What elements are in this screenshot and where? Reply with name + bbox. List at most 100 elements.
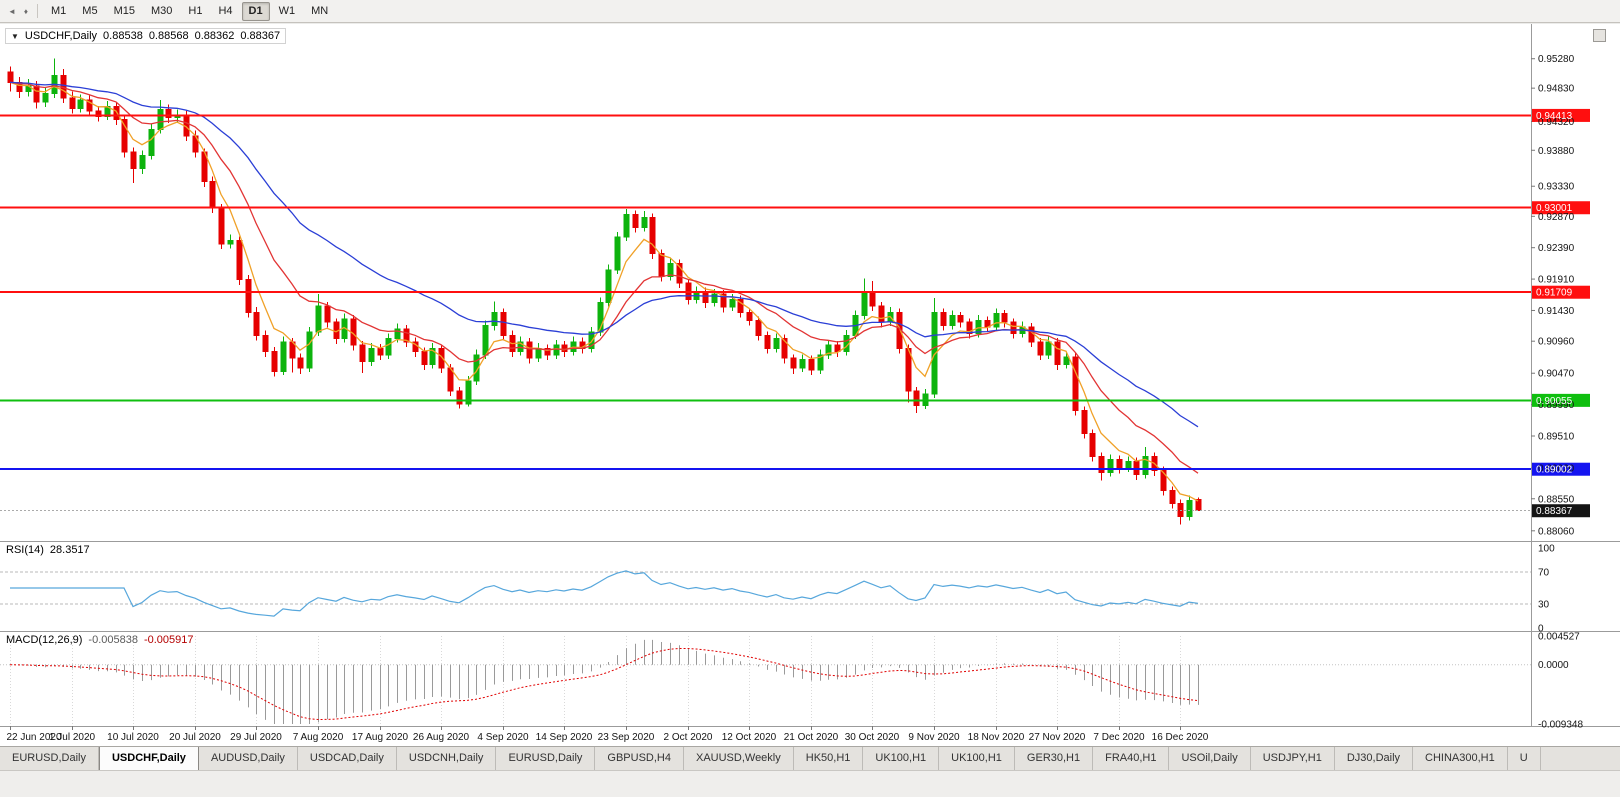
svg-text:0.94320: 0.94320 (1538, 117, 1575, 128)
svg-text:0.93330: 0.93330 (1538, 182, 1575, 193)
svg-text:9 Nov 2020: 9 Nov 2020 (908, 732, 960, 743)
chart-tab-china300-h1[interactable]: CHINA300,H1 (1413, 747, 1508, 770)
grid-layer (0, 571, 1531, 724)
svg-text:0.0000: 0.0000 (1538, 660, 1569, 671)
candles-layer (7, 58, 1202, 525)
ma-slow-line (9, 81, 1199, 428)
svg-text:0: 0 (1538, 624, 1544, 635)
toolbar-separator (37, 4, 39, 18)
timeframe-button-m15[interactable]: M15 (113, 4, 135, 17)
svg-text:0.91430: 0.91430 (1538, 306, 1575, 317)
svg-text:30: 30 (1538, 600, 1550, 611)
svg-text:0.88367: 0.88367 (1536, 506, 1573, 517)
svg-text:0.94830: 0.94830 (1538, 84, 1575, 95)
svg-text:12 Oct 2020: 12 Oct 2020 (722, 732, 777, 743)
svg-text:0.91709: 0.91709 (1536, 288, 1573, 299)
price-tags-layer (1532, 108, 1590, 518)
svg-text:18 Nov 2020: 18 Nov 2020 (968, 732, 1025, 743)
chart-tab-eurusd-daily[interactable]: EURUSD,Daily (496, 747, 596, 770)
status-bar (0, 770, 1620, 797)
timeframe-button-mn[interactable]: MN (311, 4, 329, 17)
chart-corner-button[interactable] (1593, 29, 1606, 42)
chart-tab-usdchf-daily[interactable]: USDCHF,Daily (98, 747, 199, 770)
chart-tab-uk100-h1[interactable]: UK100,H1 (863, 747, 940, 770)
chart-symbol-label: USDCHF,Daily (24, 30, 98, 42)
ma-mid-line (9, 81, 1199, 474)
chart-header: ▼ USDCHF,Daily 0.88538 0.88568 0.88362 0… (5, 28, 287, 44)
timeframe-button-m30[interactable]: M30 (150, 4, 173, 17)
svg-text:0.93880: 0.93880 (1538, 146, 1575, 157)
svg-text:0.92390: 0.92390 (1538, 243, 1575, 254)
hlines-layer[interactable] (0, 114, 1531, 512)
timeframe-button-m1[interactable]: M1 (51, 4, 67, 17)
svg-text:0.90470: 0.90470 (1538, 369, 1575, 380)
chart-tab-ger30-h1[interactable]: GER30,H1 (1014, 747, 1094, 770)
ohlc-close: 0.88367 (240, 30, 281, 42)
marker-icon[interactable]: ♦ (23, 6, 29, 16)
rsi-indicator-label: RSI(14) 28.3517 (6, 544, 90, 556)
chart-tab-xauusd-weekly[interactable]: XAUUSD,Weekly (683, 747, 794, 770)
svg-text:0.94413: 0.94413 (1536, 111, 1573, 122)
timeframe-button-h4[interactable]: H4 (218, 4, 233, 17)
timeframe-buttons-group: M1 M5 M15 M30 H1 H4 D1 W1 MN (43, 1, 336, 21)
chart-tab-hk50-h1[interactable]: HK50,H1 (793, 747, 864, 770)
chart-tabs-bar: EURUSD,Daily USDCHF,Daily AUDUSD,Daily USDC… (0, 746, 1620, 770)
svg-text:1 Jul 2020: 1 Jul 2020 (49, 732, 96, 743)
chart-tab-audusd-daily[interactable]: AUDUSD,Daily (198, 747, 298, 770)
svg-text:0.91910: 0.91910 (1538, 275, 1575, 286)
chart-window: 0.95280 0.94830 0.94320 0.93880 0.93330 0.928… (0, 24, 1620, 746)
macd-name: MACD(12,26,9) (6, 634, 83, 646)
chart-tab-usdjpy-h1[interactable]: USDJPY,H1 (1250, 747, 1335, 770)
svg-text:29 Jul 2020: 29 Jul 2020 (230, 732, 282, 743)
timeframe-button-d1[interactable]: D1 (241, 1, 270, 21)
svg-text:7 Dec 2020: 7 Dec 2020 (1093, 732, 1145, 743)
svg-text:2 Oct 2020: 2 Oct 2020 (664, 732, 713, 743)
svg-text:27 Nov 2020: 27 Nov 2020 (1029, 732, 1086, 743)
timeframe-button-h1[interactable]: H1 (188, 4, 203, 17)
chart-tab-uk100-h1[interactable]: UK100,H1 (939, 747, 1015, 770)
svg-text:22 Jun 2020: 22 Jun 2020 (6, 732, 61, 743)
svg-text:0.90960: 0.90960 (1538, 337, 1575, 348)
svg-text:0.88060: 0.88060 (1538, 526, 1575, 537)
timeframe-button-w1[interactable]: W1 (278, 4, 296, 17)
svg-text:0.93001: 0.93001 (1536, 203, 1573, 214)
chart-tab-fra40-h1[interactable]: FRA40,H1 (1093, 747, 1170, 770)
svg-text:4 Sep 2020: 4 Sep 2020 (477, 732, 529, 743)
chart-tab-u[interactable]: U (1507, 747, 1541, 770)
rsi-name: RSI(14) (6, 544, 44, 556)
collapse-arrow-icon[interactable]: ▼ (11, 31, 19, 41)
chart-tab-usdcad-daily[interactable]: USDCAD,Daily (297, 747, 397, 770)
chart-canvas[interactable]: 0.95280 0.94830 0.94320 0.93880 0.93330 0.928… (0, 24, 1620, 746)
svg-text:100: 100 (1538, 544, 1555, 555)
timeframe-button-m5[interactable]: M5 (82, 4, 98, 17)
macd-main-value: -0.005838 (88, 634, 138, 646)
svg-text:0.89002: 0.89002 (1536, 465, 1573, 476)
axis-labels-layer (10, 58, 1535, 730)
svg-text:0.90055: 0.90055 (1536, 396, 1573, 407)
chart-tab-eurusd-daily[interactable]: EURUSD,Daily (0, 747, 99, 770)
svg-text:30 Oct 2020: 30 Oct 2020 (845, 732, 900, 743)
svg-text:7 Aug 2020: 7 Aug 2020 (293, 732, 344, 743)
scroll-left-icon[interactable]: ◄ (8, 6, 16, 16)
svg-text:10 Jul 2020: 10 Jul 2020 (107, 732, 159, 743)
svg-text:14 Sep 2020: 14 Sep 2020 (536, 732, 593, 743)
svg-text:17 Aug 2020: 17 Aug 2020 (352, 732, 409, 743)
svg-text:0.92870: 0.92870 (1538, 212, 1575, 223)
svg-text:0.004527: 0.004527 (1538, 632, 1580, 643)
macd-signal-value: -0.005917 (143, 634, 194, 646)
ohlc-open: 0.88538 (103, 30, 143, 42)
ohlc-high: 0.88568 (148, 30, 189, 42)
svg-text:-0.009348: -0.009348 (1538, 720, 1583, 731)
macd-signal-line (9, 648, 1199, 721)
svg-text:0.95280: 0.95280 (1538, 54, 1575, 65)
svg-text:23 Sep 2020: 23 Sep 2020 (598, 732, 655, 743)
chart-tab-gbpusd-h4[interactable]: GBPUSD,H4 (595, 747, 684, 770)
svg-text:0.89510: 0.89510 (1538, 432, 1575, 443)
chart-tab-usoil-daily[interactable]: USOil,Daily (1169, 747, 1251, 770)
timeframe-toolbar: ◄ ♦ M1 M5 M15 M30 H1 H4 D1 W1 MN (0, 0, 1620, 23)
svg-text:0.89020: 0.89020 (1538, 464, 1575, 475)
chart-tab-dj30-daily[interactable]: DJ30,Daily (1334, 747, 1414, 770)
ohlc-low: 0.88362 (194, 30, 235, 42)
chart-tab-usdcnh-daily[interactable]: USDCNH,Daily (396, 747, 497, 770)
svg-text:0.88550: 0.88550 (1538, 494, 1575, 505)
